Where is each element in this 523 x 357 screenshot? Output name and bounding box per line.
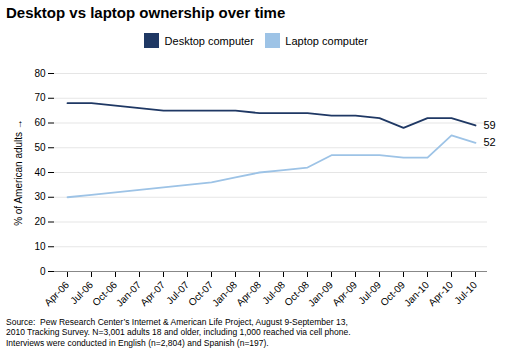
svg-text:Jan-07: Jan-07 (114, 278, 144, 308)
svg-text:Apr-06: Apr-06 (42, 278, 71, 307)
svg-text:60: 60 (34, 117, 46, 128)
svg-text:Jul-06: Jul-06 (68, 278, 96, 306)
svg-text:Jan-08: Jan-08 (210, 278, 240, 308)
svg-text:0: 0 (40, 265, 46, 276)
svg-text:10: 10 (34, 240, 46, 251)
svg-text:30: 30 (34, 191, 46, 202)
svg-text:Oct-07: Oct-07 (186, 278, 215, 307)
svg-text:Apr-09: Apr-09 (330, 278, 359, 307)
svg-text:Oct-06: Oct-06 (90, 278, 119, 307)
html-text:Desktop computer: Desktop computer (164, 34, 254, 47)
svg-text:50: 50 (34, 141, 46, 152)
html-text:Laptop computer: Laptop computer (285, 34, 368, 47)
svg-text:70: 70 (34, 92, 46, 103)
svg-text:Oct-09: Oct-09 (378, 278, 407, 307)
svg-text:Jul-07: Jul-07 (164, 278, 192, 306)
svg-text:52: 52 (484, 136, 496, 148)
svg-text:Jul-08: Jul-08 (260, 278, 288, 306)
svg-text:Oct-08: Oct-08 (282, 278, 311, 307)
svg-text:20: 20 (34, 216, 46, 227)
svg-text:Apr-08: Apr-08 (234, 278, 263, 307)
html-text:Source: Pew Research Center’s: Source: Pew Research Center’s Internet &… (6, 316, 351, 348)
svg-text:Jul-10: Jul-10 (452, 278, 479, 305)
svg-text:Jan-09: Jan-09 (306, 278, 336, 308)
svg-text:% of American adults →: % of American adults → (13, 119, 24, 226)
svg-text:40: 40 (34, 166, 46, 177)
svg-text:Jan-10: Jan-10 (402, 278, 432, 308)
svg-text:Jul-09: Jul-09 (356, 278, 384, 306)
svg-text:Apr-10: Apr-10 (426, 278, 455, 307)
svg-text:80: 80 (34, 67, 46, 78)
svg-text:59: 59 (484, 118, 496, 130)
svg-text:Apr-07: Apr-07 (138, 278, 167, 307)
html-text:Desktop vs laptop ownership ov: Desktop vs laptop ownership over time (6, 4, 286, 21)
